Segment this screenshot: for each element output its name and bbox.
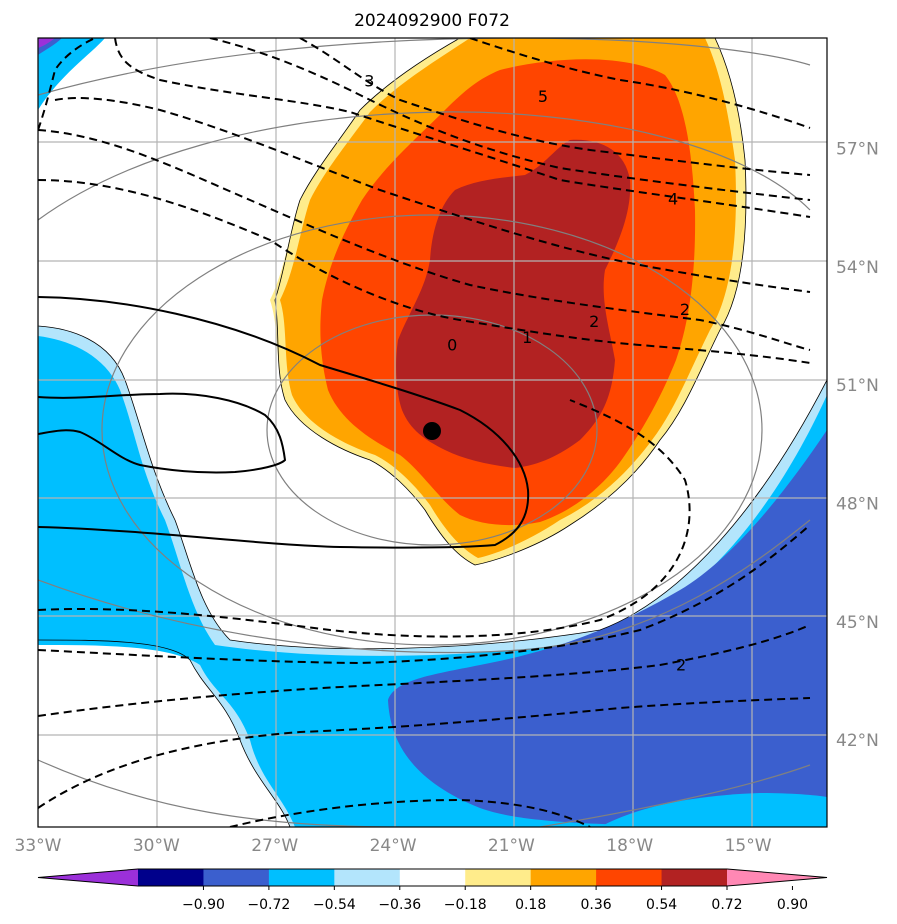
x-tick-label: 33°W xyxy=(15,836,62,856)
map-frame xyxy=(37,37,828,828)
colorbar-tick-label: −0.54 xyxy=(313,897,356,913)
colorbar-segment xyxy=(530,869,597,886)
positive-anomaly-fill xyxy=(270,38,747,566)
y-tick-label: 45°N xyxy=(836,613,879,633)
colorbar-extend-high xyxy=(727,869,827,886)
colorbar-segment xyxy=(399,869,466,886)
x-tick-label: 30°W xyxy=(133,836,180,856)
colorbar-segment xyxy=(268,869,335,886)
x-tick-label: 27°W xyxy=(251,836,298,856)
contour-label: 1 xyxy=(522,328,532,347)
colorbar-segment xyxy=(334,869,401,886)
x-tick-label: 21°W xyxy=(488,836,535,856)
colorbar xyxy=(37,868,828,887)
contour-label: 0 xyxy=(447,336,457,355)
x-tick-label: 18°W xyxy=(606,836,653,856)
contour-label: 2 xyxy=(680,300,690,319)
colorbar-tick-label: 0.36 xyxy=(581,897,612,913)
colorbar-tick-label: −0.36 xyxy=(378,897,421,913)
negative-anomaly-fill xyxy=(38,38,827,827)
map-area xyxy=(38,38,827,827)
y-tick-labels: 42°N 45°N 48°N 51°N 54°N 57°N xyxy=(836,139,879,751)
colorbar-segment xyxy=(661,869,728,886)
contour-label: 5 xyxy=(538,87,548,106)
chart-title: 2024092900 F072 xyxy=(354,11,510,31)
colorbar-extend-low xyxy=(38,869,138,886)
location-marker xyxy=(423,422,441,440)
y-tick-label: 48°N xyxy=(836,495,879,515)
y-tick-label: 51°N xyxy=(836,376,879,396)
y-tick-label: 54°N xyxy=(836,258,879,278)
contour-label: 4 xyxy=(668,190,678,209)
dashed-contours xyxy=(38,38,811,827)
contour-label: 2 xyxy=(589,312,599,331)
colorbar-tick-label: 0.90 xyxy=(777,897,808,913)
colorbar-segment xyxy=(138,869,204,886)
colorbar-tick-labels: −0.90 −0.72 −0.54 −0.36 −0.18 0.18 0.36 0.54 0.7… xyxy=(182,886,808,913)
colorbar-segment xyxy=(596,869,663,886)
y-tick-label: 57°N xyxy=(836,139,879,159)
colorbar-outline xyxy=(37,868,828,887)
x-tick-label: 24°W xyxy=(370,836,417,856)
colorbar-tick-label: 0.18 xyxy=(515,897,546,913)
colorbar-tick-label: 0.54 xyxy=(646,897,677,913)
contour-label: 2 xyxy=(676,655,686,674)
x-tick-labels: 33°W 30°W 27°W 24°W 21°W 18°W 15°W xyxy=(15,836,772,856)
colorbar-segment xyxy=(203,869,270,886)
y-tick-label: 42°N xyxy=(836,731,879,751)
x-tick-label: 15°W xyxy=(725,836,772,856)
colorbar-tick-label: 0.72 xyxy=(711,897,742,913)
contour-labels: 5 3 4 2 2 1 0 2 xyxy=(364,71,690,674)
colorbar-tick-label: −0.90 xyxy=(182,897,225,913)
black-contours xyxy=(38,296,530,549)
contour-label: 3 xyxy=(364,71,374,90)
colorbar-tick-label: −0.72 xyxy=(247,897,290,913)
colorbar-segment xyxy=(465,869,532,886)
colorbar-tick-label: −0.18 xyxy=(444,897,487,913)
